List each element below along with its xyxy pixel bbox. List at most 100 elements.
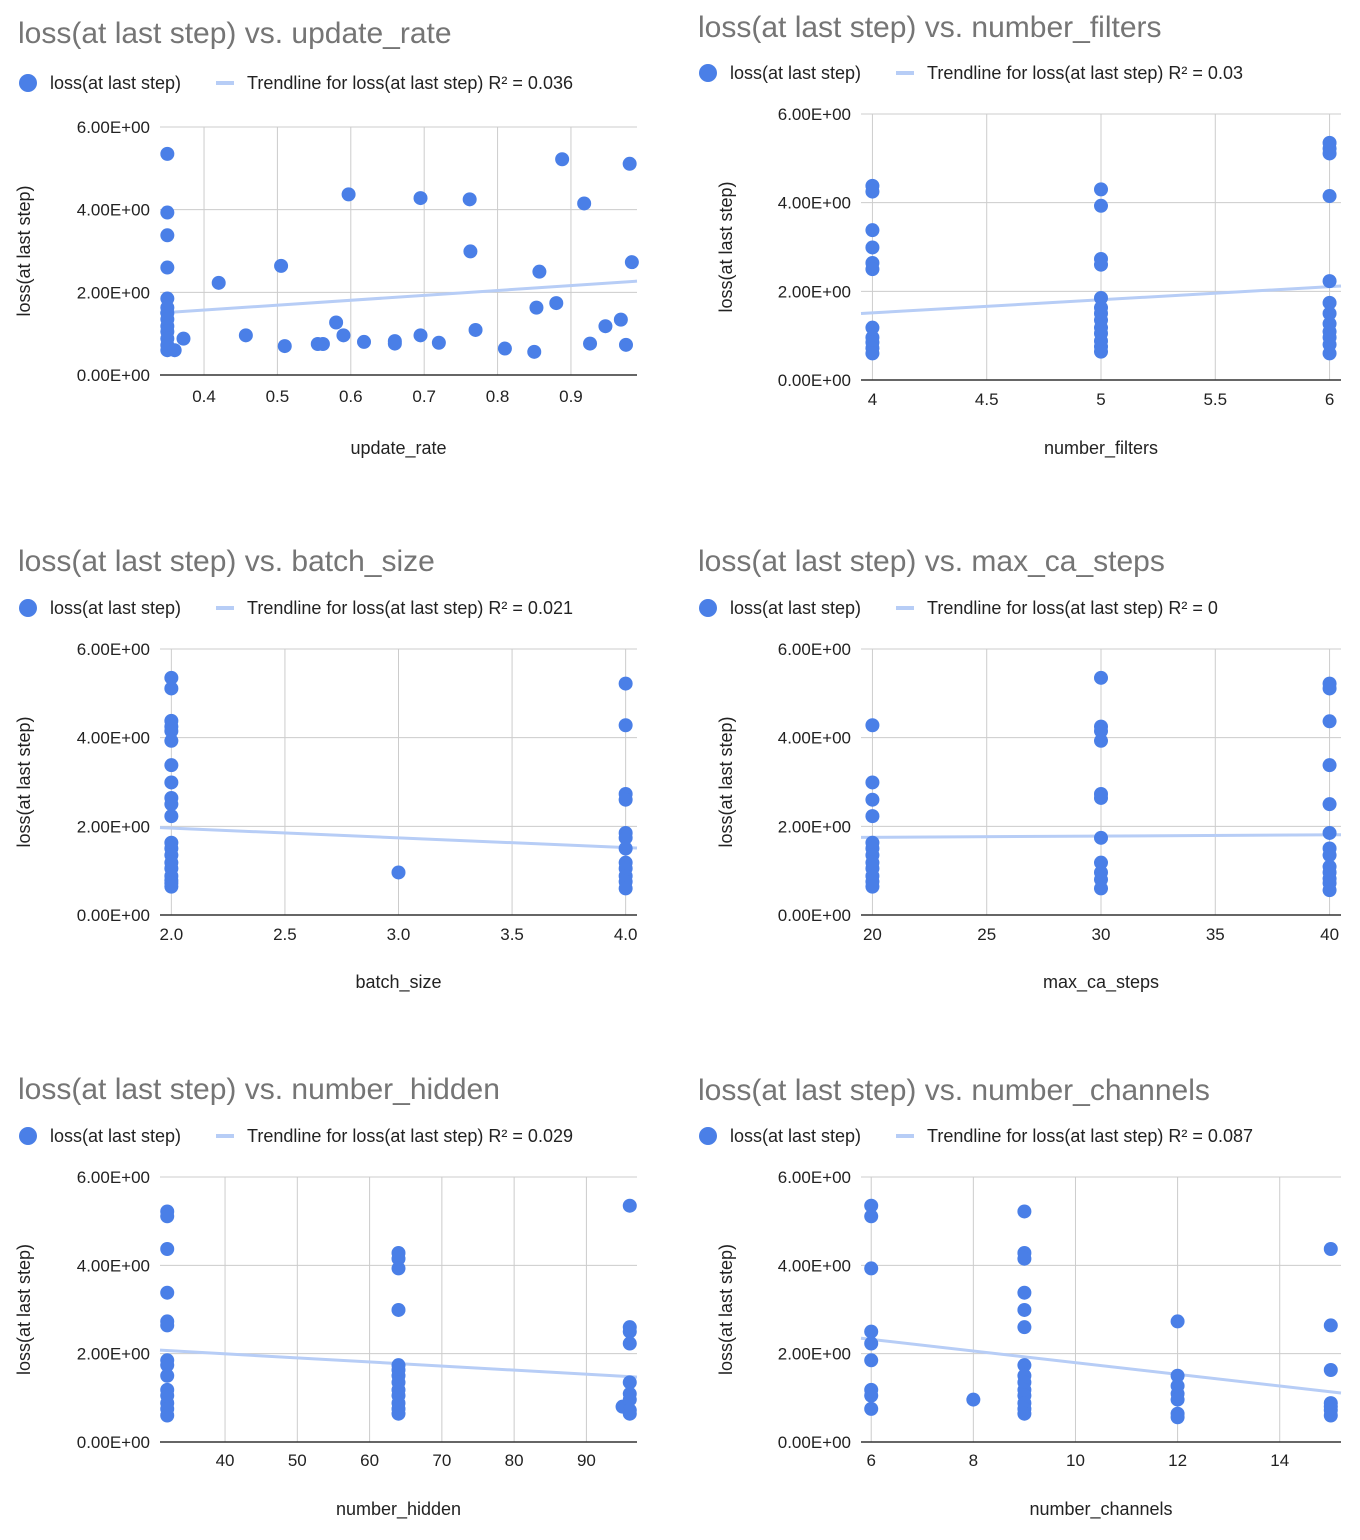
data-point [413,328,428,343]
data-point [865,184,880,199]
legend-point-marker [699,64,717,82]
data-point [1322,825,1337,840]
trendline [159,279,638,315]
data-point [618,841,633,856]
data-point [164,681,179,696]
y-tick-label: 2.00E+00 [77,817,150,836]
data-point [622,1324,637,1339]
data-point [1322,146,1337,161]
data-point [1322,797,1337,812]
x-tick-label: 4.5 [975,390,999,409]
chart-title: loss(at last step) vs. number_channels [698,1074,1210,1107]
y-tick-label: 0.00E+00 [778,1433,851,1452]
x-tick-label: 0.8 [486,387,510,406]
legend-trend-label: Trendline for loss(at last step) R² = 0 [927,598,1218,618]
data-point [160,1241,175,1256]
data-point [329,315,344,330]
y-axis-label: loss(at last step) [716,1244,736,1375]
x-tick-label: 0.9 [559,387,583,406]
x-tick-label: 30 [1092,925,1111,944]
data-point [1094,257,1108,272]
data-point [864,1388,879,1403]
data-point [164,797,179,812]
data-point [966,1392,981,1407]
data-point [164,733,179,748]
data-point [341,187,356,202]
data-point [160,1209,175,1224]
data-point [865,809,880,824]
x-axis-label: update_rate [350,438,446,459]
legend-point-marker [699,599,717,617]
x-axis-label: number_filters [1044,438,1158,459]
trendline [159,826,638,850]
x-tick-label: 40 [1320,925,1339,944]
data-point [549,296,564,311]
data-point [160,1358,175,1373]
x-tick-label: 20 [863,925,882,944]
data-point [391,865,406,880]
data-point [468,322,483,337]
chart-max-ca-steps: loss(at last step) vs. max_ca_steps loss(… [680,520,1360,1020]
x-tick-label: 60 [360,1451,379,1470]
data-point [1170,1410,1185,1425]
data-point [1094,881,1108,896]
data-point [864,1261,879,1276]
data-point [164,775,179,790]
x-tick-label: 0.5 [266,387,290,406]
y-tick-label: 4.00E+00 [77,1256,150,1275]
legend-trend-label: Trendline for loss(at last step) R² = 0.… [247,73,573,93]
y-tick-label: 2.00E+00 [77,283,150,302]
data-point [865,718,880,733]
chart-svg: loss(at last step) vs. number_filterslos… [698,11,1342,459]
data-point [1094,830,1108,845]
data-point [277,339,292,354]
chart-batch-size: loss(at last step) vs. batch_size loss(at… [0,520,680,1020]
data-point [1322,189,1337,204]
data-point [160,1368,175,1383]
data-point [1017,1302,1032,1317]
data-point [865,879,880,894]
data-point [865,320,880,335]
y-axis-label: loss(at last step) [716,181,736,312]
data-point [865,223,880,238]
data-point [1322,681,1337,696]
y-tick-label: 6.00E+00 [778,640,851,659]
x-tick-label: 25 [977,925,996,944]
data-point [598,319,613,334]
data-point [1322,306,1337,321]
data-point [431,335,446,350]
x-tick-label: 40 [216,1451,235,1470]
y-tick-label: 6.00E+00 [77,1168,150,1187]
y-axis-label: loss(at last step) [14,185,34,316]
x-tick-label: 10 [1066,1451,1085,1470]
data-point [865,262,880,277]
chart-svg: loss(at last step) vs. batch_size loss(at… [14,545,638,993]
legend-series-label: loss(at last step) [50,598,181,618]
chart-title: loss(at last step) vs. number_hidden [18,1073,500,1106]
chart-title: loss(at last step) vs. batch_size [18,545,435,578]
data-point [622,1392,637,1407]
x-tick-label: 90 [577,1451,596,1470]
y-tick-label: 0.00E+00 [77,906,150,925]
x-tick-label: 2.5 [273,925,297,944]
data-point [622,1375,637,1390]
data-point [160,1408,175,1423]
chart-title: loss(at last step) vs. update_rate [18,17,452,50]
y-tick-label: 4.00E+00 [778,1256,851,1275]
data-point [1017,1251,1032,1266]
y-axis-label: loss(at last step) [14,1244,34,1375]
data-point [1094,290,1108,305]
data-point [1170,1392,1185,1407]
data-point [497,341,512,356]
x-tick-label: 0.4 [192,387,216,406]
data-point [160,260,175,275]
legend-point-marker [19,74,37,92]
data-point [1322,714,1337,729]
y-tick-label: 2.00E+00 [778,817,851,836]
chart-svg: loss(at last step) vs. update_rate loss(a… [14,17,639,459]
data-point [1322,274,1337,289]
data-point [864,1198,879,1213]
y-tick-label: 6.00E+00 [778,1168,851,1187]
data-point [529,300,544,315]
